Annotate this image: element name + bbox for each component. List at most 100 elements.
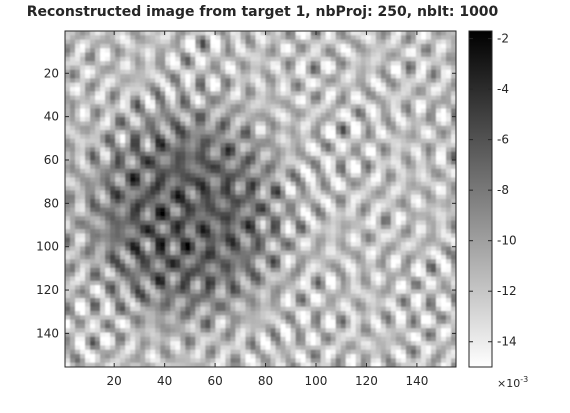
- heatmap-cell: [425, 285, 432, 291]
- heatmap-cell: [230, 302, 237, 308]
- heatmap-cell: [310, 242, 317, 247]
- heatmap-cell: [390, 280, 397, 286]
- heatmap-cell: [110, 52, 116, 58]
- heatmap-cell: [345, 168, 352, 174]
- heatmap-cell: [405, 61, 412, 67]
- heatmap-cell: [450, 298, 456, 303]
- heatmap-cell: [100, 78, 106, 84]
- heatmap-cell: [310, 190, 317, 196]
- heatmap-cell: [175, 194, 181, 200]
- heatmap-cell: [440, 177, 447, 183]
- heatmap-cell: [345, 39, 352, 45]
- heatmap-cell: [165, 289, 171, 295]
- heatmap-cell: [115, 99, 121, 105]
- heatmap-cell: [260, 48, 267, 54]
- heatmap-cell: [195, 250, 201, 256]
- heatmap-cell: [80, 211, 86, 217]
- heatmap-cell: [440, 121, 447, 127]
- heatmap-cell: [230, 155, 237, 161]
- heatmap-cell: [275, 155, 282, 161]
- heatmap-cell: [270, 173, 277, 179]
- heatmap-cell: [170, 194, 176, 200]
- heatmap-cell: [115, 289, 121, 295]
- heatmap-cell: [140, 138, 146, 144]
- heatmap-cell: [245, 65, 252, 71]
- heatmap-cell: [145, 61, 151, 67]
- heatmap-cell: [375, 143, 382, 148]
- heatmap-cell: [425, 117, 432, 123]
- heatmap-cell: [175, 134, 181, 140]
- heatmap-cell: [350, 155, 357, 161]
- heatmap-cell: [270, 263, 277, 269]
- heatmap-cell: [250, 74, 257, 79]
- heatmap-cell: [335, 48, 342, 54]
- heatmap-cell: [205, 276, 211, 282]
- heatmap-cell: [355, 134, 362, 140]
- heatmap-cell: [220, 134, 227, 140]
- heatmap-cell: [95, 207, 101, 213]
- heatmap-cell: [70, 61, 76, 67]
- heatmap-cell: [305, 61, 312, 67]
- heatmap-cell: [410, 117, 417, 123]
- heatmap-cell: [155, 117, 161, 123]
- heatmap-cell: [290, 108, 297, 114]
- heatmap-cell: [330, 302, 337, 308]
- heatmap-cell: [210, 255, 216, 260]
- heatmap-cell: [175, 99, 181, 105]
- heatmap-cell: [410, 298, 417, 303]
- heatmap-cell: [430, 255, 437, 260]
- heatmap-cell: [300, 199, 307, 204]
- heatmap-cell: [450, 52, 456, 58]
- heatmap-cell: [230, 121, 237, 127]
- heatmap-cell: [200, 190, 206, 196]
- heatmap-cell: [205, 56, 211, 62]
- heatmap-cell: [325, 74, 332, 79]
- heatmap-cell: [435, 276, 442, 282]
- heatmap-cell: [280, 82, 287, 88]
- heatmap-cell: [275, 203, 282, 209]
- heatmap-cell: [450, 112, 456, 118]
- heatmap-cell: [425, 168, 432, 174]
- heatmap-cell: [205, 82, 211, 88]
- heatmap-cell: [135, 237, 141, 243]
- heatmap-cell: [320, 211, 327, 217]
- heatmap-cell: [240, 190, 247, 196]
- heatmap-cell: [285, 99, 292, 105]
- heatmap-cell: [225, 173, 232, 179]
- heatmap-cell: [175, 224, 181, 230]
- heatmap-cell: [290, 91, 297, 97]
- heatmap-cell: [350, 130, 357, 135]
- heatmap-cell: [355, 56, 362, 62]
- heatmap-cell: [220, 48, 227, 54]
- heatmap-cell: [105, 237, 111, 243]
- heatmap-cell: [310, 134, 317, 140]
- heatmap-cell: [220, 186, 227, 191]
- heatmap-cell: [105, 250, 111, 256]
- heatmap-cell: [350, 203, 357, 209]
- heatmap-cell: [305, 250, 312, 256]
- heatmap-cell: [90, 121, 96, 127]
- heatmap-cell: [125, 177, 131, 183]
- heatmap-cell: [315, 134, 322, 140]
- heatmap-cell: [370, 280, 377, 286]
- heatmap-cell: [285, 173, 292, 179]
- heatmap-cell: [195, 233, 201, 239]
- heatmap-cell: [450, 233, 456, 239]
- heatmap-cell: [405, 293, 412, 299]
- heatmap-cell: [335, 87, 342, 92]
- heatmap-cell: [140, 211, 146, 217]
- heatmap-cell: [265, 190, 272, 196]
- heatmap-cell: [275, 121, 282, 127]
- heatmap-cell: [125, 289, 131, 295]
- heatmap-cell: [235, 168, 242, 174]
- heatmap-cell: [185, 298, 191, 303]
- heatmap-cell: [80, 302, 86, 308]
- heatmap-cell: [375, 164, 382, 170]
- heatmap-cell: [165, 130, 171, 135]
- heatmap-cell: [80, 246, 86, 252]
- heatmap-cell: [195, 35, 201, 41]
- heatmap-cell: [215, 108, 221, 114]
- heatmap-cell: [85, 177, 91, 183]
- heatmap-cell: [375, 173, 382, 179]
- heatmap-cell: [115, 130, 121, 135]
